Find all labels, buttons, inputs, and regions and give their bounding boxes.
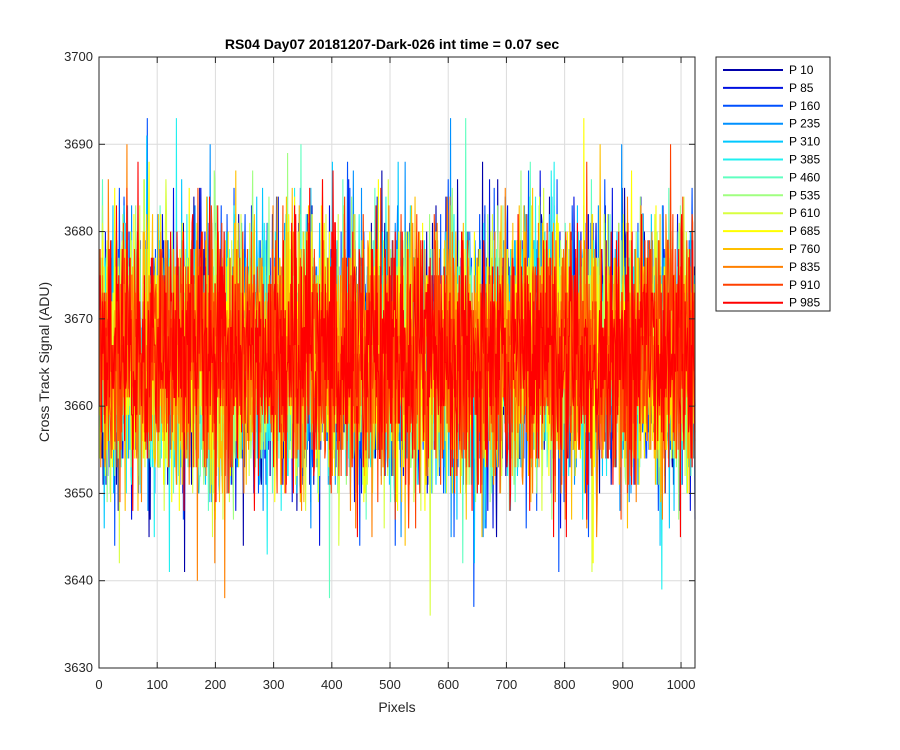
x-tick-label: 100 <box>146 677 168 692</box>
x-tick-label: 600 <box>437 677 459 692</box>
y-tick-label: 3690 <box>64 136 93 151</box>
legend-entry-label: P 985 <box>789 296 820 310</box>
x-tick-label: 800 <box>554 677 576 692</box>
y-tick-label: 3670 <box>64 311 93 326</box>
x-tick-label: 0 <box>95 677 102 692</box>
legend-entry-label: P 760 <box>789 242 820 256</box>
series-line-p-985 <box>99 161 696 538</box>
plot-frame <box>98 56 696 669</box>
legend-entry-label: P 385 <box>789 153 820 167</box>
y-tick-label: 3660 <box>64 398 93 413</box>
legend-entry-label: P 685 <box>789 224 820 238</box>
legend-entry-label: P 910 <box>789 278 820 292</box>
x-tick-label: 900 <box>612 677 634 692</box>
y-tick-label: 3630 <box>64 660 93 675</box>
legend-entry-label: P 535 <box>789 188 820 202</box>
x-tick-label: 700 <box>496 677 518 692</box>
y-tick-label: 3640 <box>64 573 93 588</box>
y-tick-label: 3700 <box>64 49 93 64</box>
legend-entry-label: P 835 <box>789 260 820 274</box>
x-tick-label: 500 <box>379 677 401 692</box>
y-axis-label: Cross Track Signal (ADU) <box>36 282 52 442</box>
x-tick-label: 300 <box>263 677 285 692</box>
legend-entry-label: P 460 <box>789 170 820 184</box>
y-tick-label: 3680 <box>64 224 93 239</box>
legend-entry-label: P 610 <box>789 206 820 220</box>
legend-entry-label: P 85 <box>789 81 814 95</box>
legend-entry-label: P 10 <box>789 63 814 77</box>
legend-entry-label: P 235 <box>789 117 820 131</box>
legend-entry-label: P 310 <box>789 135 820 149</box>
y-tick-label: 3650 <box>64 485 93 500</box>
x-tick-label: 400 <box>321 677 343 692</box>
legend-box <box>715 56 831 312</box>
legend: P 10 P 85 P 160 P 235 P 310 P 385 P 460 P 535 P … <box>715 56 831 312</box>
x-tick-label: 1000 <box>667 677 696 692</box>
x-tick-label: 200 <box>205 677 227 692</box>
legend-entry-label: P 160 <box>789 99 820 113</box>
x-axis-label: Pixels <box>378 699 415 715</box>
tick-layer: 0 100 200 300 400 500 600 700 800 900 1000 3630 3640… <box>64 49 695 692</box>
series-layer <box>99 118 696 616</box>
chart-title: RS04 Day07 20181207-Dark-026 int time = … <box>225 36 559 52</box>
